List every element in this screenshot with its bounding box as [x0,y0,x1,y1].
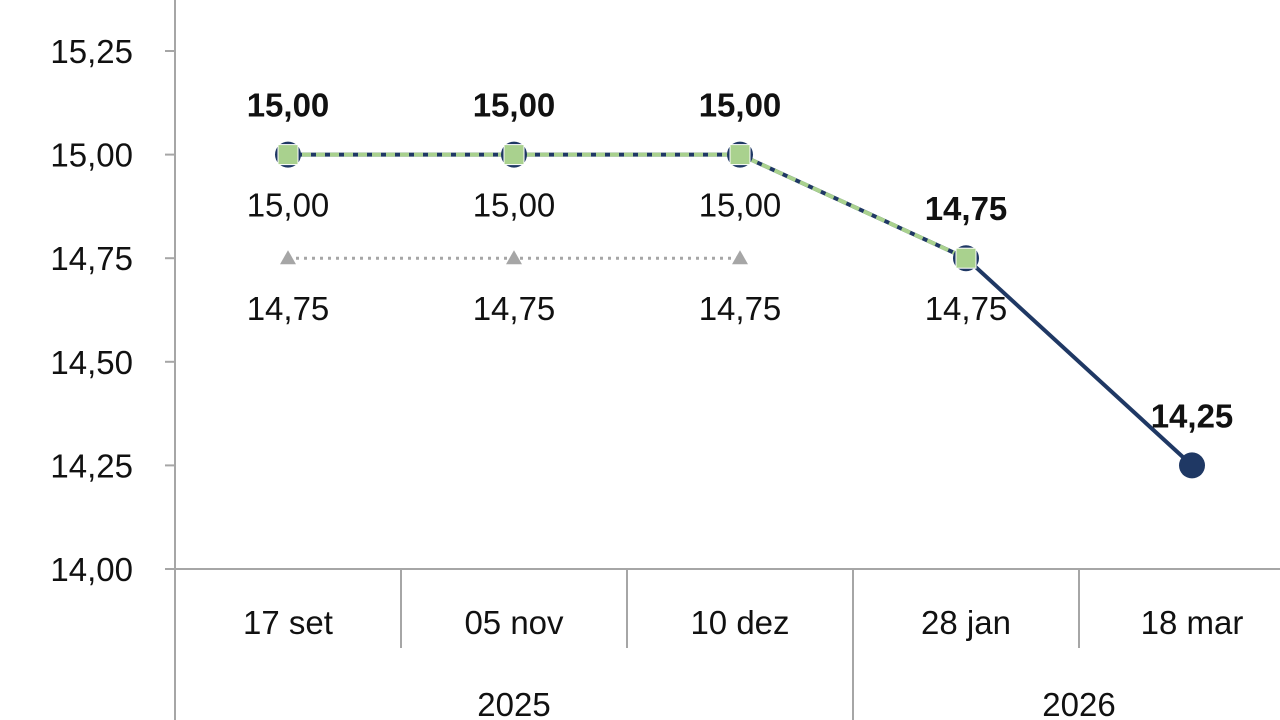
series-2-point [503,144,525,166]
series-2-point [277,144,299,166]
series-3-data-label: 14,75 [699,290,782,327]
series-1-point [1179,452,1205,479]
series-1-data-label: 15,00 [247,87,330,124]
series-2-line [288,152,967,261]
series-2-data-label: 15,00 [473,187,556,224]
x-tick-label: 10 dez [690,604,789,641]
series-1-data-label: 14,75 [925,190,1008,227]
series-3-data-label: 14,75 [247,290,330,327]
series-2-data-label: 14,75 [925,290,1008,327]
y-tick-label: 15,00 [50,137,133,174]
x-tick-label: 17 set [243,604,333,641]
y-tick-label: 14,25 [50,447,133,484]
series-2-point [729,144,751,166]
series-3-point [280,250,296,265]
series-3-point [732,250,748,265]
series-1-data-label: 14,25 [1151,397,1234,434]
series-2-point [955,247,977,269]
series-2-data-label: 15,00 [247,187,330,224]
x-group-label: 2025 [477,686,550,720]
x-tick-label: 28 jan [921,604,1011,641]
x-group-label: 2026 [1042,686,1115,720]
y-tick-label: 14,75 [50,240,133,277]
series-1-data-label: 15,00 [473,87,556,124]
y-tick-label: 15,25 [50,33,133,70]
x-tick-label: 05 nov [464,604,564,641]
y-tick-label: 14,50 [50,344,133,381]
y-tick-label: 14,00 [50,551,133,588]
x-tick-label: 18 mar [1141,604,1244,641]
series-3-data-label: 14,75 [473,290,556,327]
series-1-data-label: 15,00 [699,87,782,124]
series-3-point [506,250,522,265]
series-2-data-label: 15,00 [699,187,782,224]
